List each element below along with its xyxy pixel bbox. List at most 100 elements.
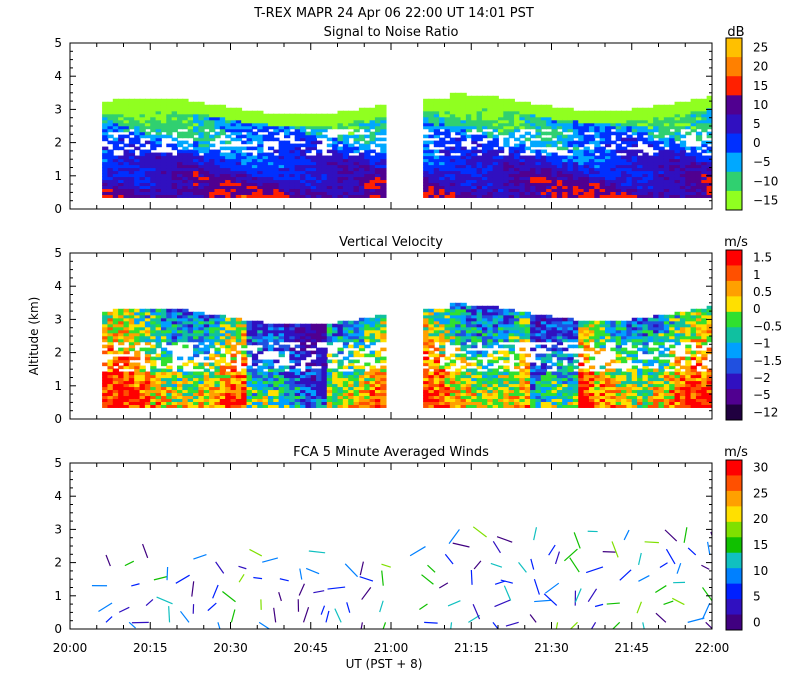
heatmap-cell [225, 113, 232, 118]
heatmap-cell [150, 344, 157, 349]
heatmap-cell [300, 353, 307, 358]
heatmap-cell [530, 191, 537, 195]
heatmap-cell [449, 380, 457, 385]
heatmap-cell [321, 377, 328, 382]
heatmap-cell [160, 401, 168, 405]
heatmap-cell [326, 323, 334, 328]
heatmap-cell [374, 317, 382, 322]
heatmap-cell [423, 101, 430, 106]
heatmap-cell [257, 401, 264, 405]
heatmap-cell [556, 140, 564, 145]
heatmap-cell [433, 326, 441, 331]
heatmap-cell [214, 185, 221, 190]
heatmap-cell [300, 125, 307, 130]
heatmap-cell [498, 161, 505, 166]
heatmap-cell [353, 194, 360, 198]
heatmap-cell [615, 179, 622, 184]
heatmap-cell [455, 377, 462, 382]
heatmap-cell [182, 335, 189, 340]
heatmap-cell [219, 401, 227, 405]
heatmap-cell [257, 128, 264, 133]
heatmap-cell [219, 113, 227, 118]
heatmap-cell [326, 119, 334, 124]
heatmap-cell [637, 158, 644, 163]
heatmap-cell [278, 176, 285, 181]
heatmap-cell [128, 374, 136, 379]
heatmap-cell [465, 179, 473, 184]
heatmap-cell [166, 308, 173, 313]
heatmap-cell [503, 191, 510, 195]
heatmap-cell [524, 113, 531, 118]
heatmap-cell [225, 338, 232, 343]
heatmap-cell [364, 323, 371, 328]
heatmap-cell [332, 164, 339, 169]
heatmap-cell [337, 383, 344, 388]
heatmap-cell [449, 359, 457, 364]
heatmap-cell [674, 185, 681, 190]
heatmap-cell [289, 119, 296, 124]
heatmap-cell [128, 104, 136, 109]
heatmap-cell [219, 404, 227, 408]
heatmap-cell [535, 191, 542, 195]
heatmap-cell [535, 131, 542, 136]
heatmap-cell [134, 374, 141, 379]
heatmap-cell [481, 107, 489, 112]
heatmap-cell [465, 350, 473, 355]
heatmap-cell [235, 179, 243, 184]
heatmap-cell [460, 167, 467, 172]
heatmap-cell [342, 323, 350, 328]
heatmap-cell [508, 116, 515, 121]
heatmap-cell [439, 110, 446, 115]
heatmap-cell [241, 359, 248, 364]
heatmap-cell [209, 338, 216, 343]
heatmap-cell [369, 122, 376, 127]
heatmap-cell [107, 191, 114, 195]
heatmap-cell [546, 104, 553, 109]
heatmap-cell [321, 398, 328, 403]
heatmap-cell [230, 371, 237, 376]
heatmap-cell [278, 170, 285, 175]
heatmap-cell [503, 386, 510, 391]
heatmap-cell [305, 116, 312, 121]
heatmap-cell [225, 116, 232, 121]
heatmap-cell [342, 173, 350, 178]
heatmap-cell [460, 194, 467, 198]
heatmap-cell [219, 317, 227, 322]
heatmap-cell [514, 320, 521, 325]
heatmap-cell [182, 320, 189, 325]
heatmap-cell [423, 386, 430, 391]
heatmap-cell [471, 341, 478, 346]
heatmap-cell [209, 374, 216, 379]
heatmap-cell [284, 149, 291, 154]
heatmap-cell [348, 113, 355, 118]
heatmap-cell [155, 329, 162, 334]
heatmap-cell [123, 314, 130, 319]
heatmap-cell [107, 155, 114, 160]
heatmap-cell [284, 143, 291, 148]
heatmap-cell [246, 158, 253, 163]
heatmap-cell [674, 188, 681, 193]
heatmap-cell [706, 158, 712, 163]
heatmap-cell [144, 341, 152, 346]
heatmap-cell [647, 110, 655, 115]
heatmap-cell [251, 374, 259, 379]
heatmap-cell [503, 344, 510, 349]
heatmap-cell [508, 338, 515, 343]
heatmap-cell [353, 182, 360, 187]
heatmap-cell [316, 383, 323, 388]
heatmap-cell [556, 167, 564, 172]
heatmap-cell [492, 329, 499, 334]
heatmap-cell [187, 161, 194, 166]
heatmap-cell [492, 173, 499, 178]
heatmap-cell [348, 176, 355, 181]
heatmap-cell [118, 323, 125, 328]
heatmap-cell [139, 323, 146, 328]
heatmap-cell [150, 140, 157, 145]
heatmap-cell [562, 182, 569, 187]
heatmap-cell [203, 386, 210, 391]
heatmap-cell [449, 329, 457, 334]
heatmap-cell [284, 134, 291, 139]
heatmap-cell [257, 329, 264, 334]
heatmap-cell [235, 170, 243, 175]
